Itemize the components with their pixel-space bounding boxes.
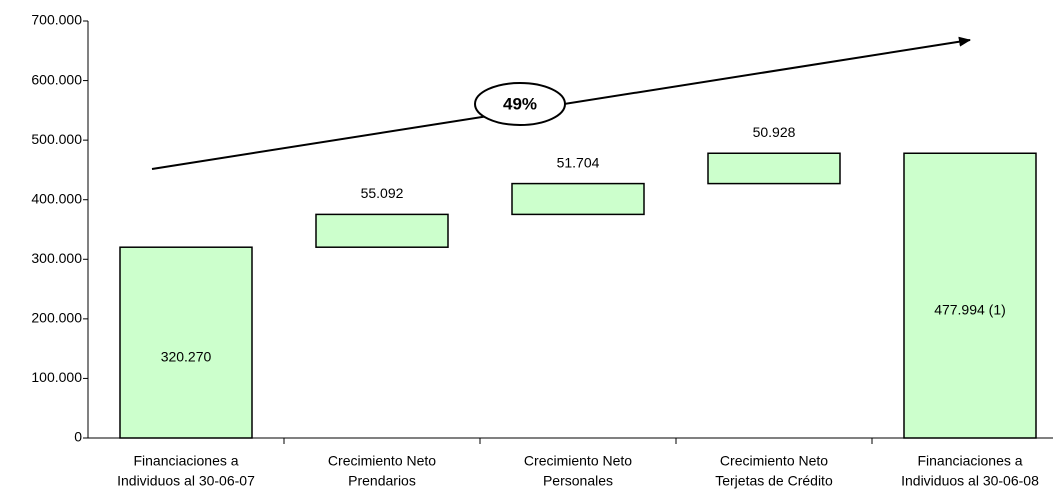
x-tick-label: Terjetas de Crédito: [715, 473, 833, 489]
x-tick-label: Crecimiento Neto: [720, 453, 828, 469]
value-label: 477.994 (1): [934, 301, 1006, 317]
value-label: 50.928: [753, 124, 796, 140]
y-tick-label: 400.000: [31, 190, 82, 206]
x-tick-label: Individuos al 30-06-07: [117, 473, 255, 489]
y-tick-label: 700.000: [31, 12, 82, 28]
y-tick-label: 100.000: [31, 369, 82, 385]
x-tick-label: Financiaciones a: [917, 453, 1022, 469]
bar: [315, 213, 449, 248]
annotation-ellipse: [474, 82, 566, 126]
value-label: 51.704: [557, 154, 600, 170]
bar: [119, 246, 253, 439]
y-tick-label: 200.000: [31, 310, 82, 326]
x-tick-label: Crecimiento Neto: [328, 453, 436, 469]
bar: [903, 152, 1037, 439]
x-tick-label: Prendarios: [348, 473, 416, 489]
y-tick-label: 300.000: [31, 250, 82, 266]
x-tick-label: Individuos al 30-06-08: [901, 473, 1039, 489]
y-tick-label: 600.000: [31, 71, 82, 87]
annotation: 49%: [503, 94, 537, 113]
y-tick-label: 500.000: [31, 131, 82, 147]
bar: [707, 152, 841, 185]
y-tick-label: 0: [74, 429, 82, 445]
x-tick-label: Financiaciones a: [133, 453, 238, 469]
value-label: 55.092: [361, 185, 404, 201]
x-tick-label: Crecimiento Neto: [524, 453, 632, 469]
x-tick-label: Personales: [543, 473, 613, 489]
value-label: 320.270: [161, 348, 212, 364]
bar: [511, 182, 645, 216]
